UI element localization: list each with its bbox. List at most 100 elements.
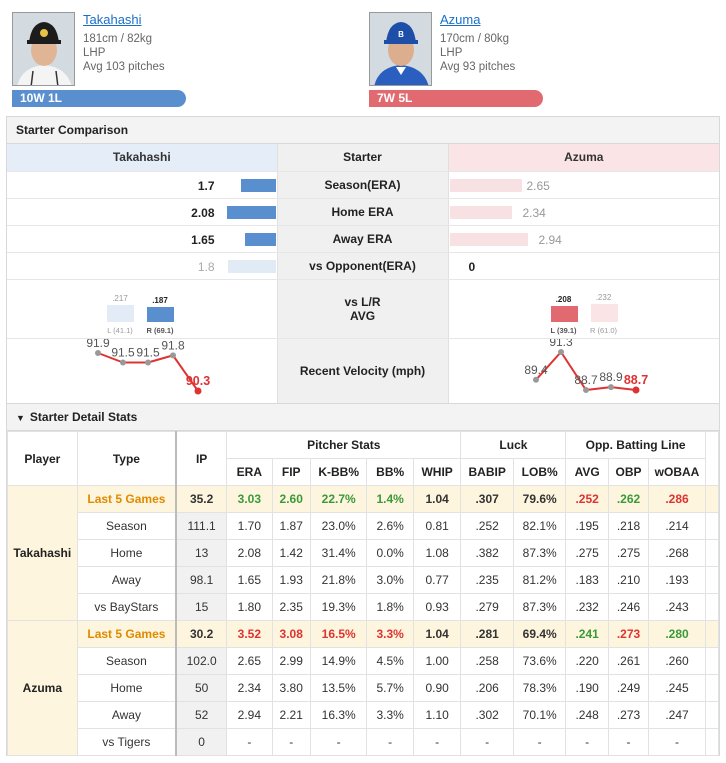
cell-kbb: 23.0% [309,512,368,540]
cell-fip: 2.60 [271,485,311,513]
cell-avg: .248 [565,701,609,729]
comparison-header-right: Azuma [448,144,719,172]
cell-babip: .382 [460,539,514,567]
cell-ip: 30.2 [175,620,228,648]
table-row: Takahashi Last 5 Games 35.2 3.03 2.60 22.7% 1.… [7,485,720,621]
cell-fip: 1.42 [271,539,311,567]
comparison-right-cell: 2.65 [448,171,719,199]
velocity-chart-right: 89.4 91.3 88.7 88.9 88.7 [524,335,648,393]
comparison-right-value: 2.94 [538,232,562,247]
cell-woba: .193 [648,566,706,594]
comparison-right-cell: 0 [448,252,719,280]
split-value: .208 [555,294,572,304]
velocity-point [95,349,101,356]
comparison-header-mid: Starter [276,144,449,172]
table-row: Away 98.1 1.65 1.93 21.8% 3.0% 0.77.235 81.2% .1… [8,566,720,594]
header-babip[interactable]: BABIP [460,458,514,486]
cell-era: 1.65 [226,566,273,594]
section-title-comparison: Starter Comparison [7,117,719,144]
split-bar-r [590,303,618,322]
row-type: Away [76,701,177,729]
comparison-left-cell: 2.08 [7,198,277,226]
velocity-line-segment [559,350,587,391]
cell-babip: - [460,728,514,756]
velocity-label: 90.3 [186,374,210,388]
header-type: Type [76,431,177,486]
comparison-table: Takahashi Starter Azuma 1.7 Season(ERA) … [7,144,719,405]
header-kbb[interactable]: K-BB% [309,458,368,486]
cell-overflow [704,566,720,594]
comparison-right-cell: 2.94 [448,225,719,253]
cell-lob: 73.6% [512,647,567,675]
velocity-line-segment [534,350,562,380]
cell-lob: 79.6% [512,485,567,513]
header-lob[interactable]: LOB% [512,458,567,486]
cell-bb: 3.0% [366,566,414,594]
player-height-weight-left: 181cm / 82kg [83,33,153,45]
cell-whip: 1.10 [412,701,462,729]
velocity-right: 89.4 91.3 88.7 88.9 88.7 [448,335,719,405]
starter-comparison-section: Starter Comparison Takahashi Starter Azu… [6,116,720,406]
cell-whip: 1.04 [412,485,462,513]
velocity-label: 91.3 [549,339,573,349]
cell-bb: 0.0% [366,539,414,567]
cell-era: 1.70 [226,512,273,540]
cell-lob: 87.3% [512,593,567,621]
cell-lob: 78.3% [512,674,567,702]
comparison-left-cell: 1.65 [7,225,277,253]
cell-whip: 0.93 [412,593,462,621]
cell-avg: .195 [565,512,609,540]
comparison-left-bar [240,178,276,192]
cell-fip: 2.21 [271,701,311,729]
header-whip[interactable]: WHIP [412,458,462,486]
cell-woba: .245 [648,674,706,702]
cell-avg: - [565,728,609,756]
cell-fip: 1.93 [271,566,311,594]
velocity-point [582,386,589,393]
svg-text:B: B [398,30,404,39]
row-type: Season [76,512,177,540]
header-woba[interactable]: wOBAA [648,458,706,486]
header-obp[interactable]: OBP [607,458,650,486]
row-type: Home [76,539,177,567]
cell-lob: 81.2% [512,566,567,594]
cell-kbb: 16.3% [309,701,368,729]
cell-bb: - [366,728,414,756]
header-player: Player [7,431,78,486]
split-sublabel: R (61.0) [589,325,618,335]
header-avg[interactable]: AVG [565,458,609,486]
player-hand-right: LHP [440,47,463,59]
velocity-point [120,359,126,365]
velocity-point [170,351,176,358]
split-right: .208 L (39.1) .232 R (61.0) [448,279,719,339]
cell-obp: - [607,728,650,756]
comparison-left-value: 2.08 [191,205,215,220]
comparison-right-value: 2.34 [522,205,546,220]
cell-woba: .268 [648,539,706,567]
velocity-label: 91.8 [161,339,185,352]
table-row: Season 102.0 2.65 2.99 14.9% 4.5% 1.00.258 73.6… [8,647,720,675]
comparison-header-left: Takahashi [7,144,277,172]
player-name-link-left[interactable]: Takahashi [83,12,142,27]
cell-whip: 1.08 [412,539,462,567]
player-cell[interactable]: Azuma [7,620,78,756]
cell-fip: - [271,728,311,756]
cell-babip: .281 [460,620,514,648]
detail-table: Player Type IP Pitcher Stats Luck Opp. B… [7,431,720,756]
cell-kbb: 19.3% [309,593,368,621]
caret-down-icon[interactable]: ▼ [16,413,25,423]
cell-lob: 70.1% [512,701,567,729]
player-name-link-right[interactable]: Azuma [440,12,481,27]
player-cell[interactable]: Takahashi [7,485,78,621]
cell-fip: 2.99 [271,647,311,675]
cell-obp: .218 [607,512,650,540]
velocity-label: 88.7 [623,373,647,387]
cell-avg: .241 [565,620,609,648]
section-title-detail[interactable]: ▼ Starter Detail Stats [7,404,719,431]
comparison-right-cell: 2.34 [448,198,719,226]
header-bb[interactable]: BB% [366,458,414,486]
cell-bb: 5.7% [366,674,414,702]
cell-overflow [704,701,720,729]
header-era[interactable]: ERA [226,458,273,486]
header-fip[interactable]: FIP [271,458,311,486]
